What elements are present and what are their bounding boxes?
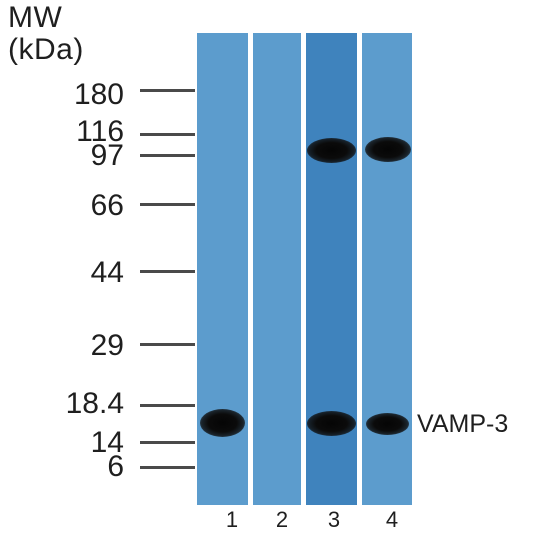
marker-label-6: 6 — [107, 450, 124, 483]
marker-label-29: 29 — [90, 329, 124, 362]
band-lane4-high-mw — [365, 137, 411, 162]
lane-number-2: 2 — [275, 507, 289, 532]
mw-unit: (kDa) — [8, 33, 84, 66]
marker-tick-66 — [140, 203, 195, 206]
mw-header: MW (kDa) — [8, 2, 138, 66]
marker-tick-180 — [140, 89, 195, 92]
band-lane1-vamp3 — [200, 409, 245, 437]
marker-label-14: 14 — [90, 426, 124, 459]
marker-tick-18-4 — [140, 404, 195, 407]
band-lane4-vamp3 — [366, 413, 409, 435]
marker-tick-6 — [140, 466, 195, 469]
lane-number-1: 1 — [225, 507, 239, 532]
marker-tick-14 — [140, 441, 195, 444]
band-lane3-vamp3 — [307, 411, 356, 436]
lane-number-3: 3 — [327, 507, 341, 532]
mw-title: MW — [8, 1, 63, 34]
blot-lane-3 — [306, 33, 357, 505]
marker-tick-29 — [140, 343, 195, 346]
blot-lane-2 — [253, 33, 301, 505]
marker-label-44: 44 — [90, 256, 124, 289]
marker-tick-44 — [140, 270, 195, 273]
marker-tick-97 — [140, 154, 195, 157]
target-protein-label: VAMP-3 — [417, 410, 509, 438]
blot-lane-4 — [362, 33, 412, 505]
marker-label-180: 180 — [73, 78, 124, 111]
marker-label-66: 66 — [90, 189, 124, 222]
marker-tick-116 — [140, 133, 195, 136]
marker-label-97: 97 — [90, 139, 124, 172]
lane-number-4: 4 — [385, 507, 399, 532]
blot-lane-1 — [197, 33, 248, 505]
band-lane3-high-mw — [307, 138, 356, 163]
marker-label-116: 116 — [76, 115, 124, 148]
marker-label-18-4: 18.4 — [65, 387, 124, 420]
